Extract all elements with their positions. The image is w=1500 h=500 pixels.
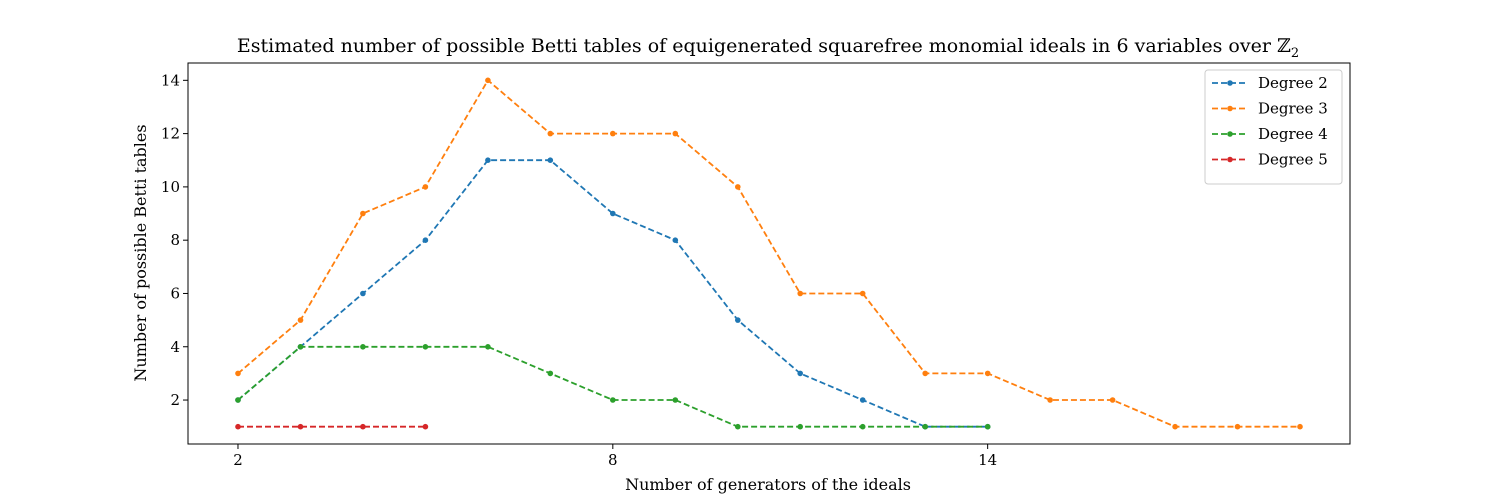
data-point [610,210,616,217]
data-point [735,317,741,323]
y-axis-label: Number of possible Betti tables [131,124,150,381]
data-point [1297,423,1303,430]
data-point [859,290,866,297]
data-point [735,184,741,190]
z2-symbol: ℤ [1277,35,1291,57]
plot-area [188,63,1350,444]
legend-marker [1227,80,1233,86]
data-point [1047,397,1053,403]
data-point [297,317,304,323]
legend: Degree 2 Degree 3 Degree 4 Degree 5 [1204,69,1343,185]
legend-label: Degree 5 [1258,151,1328,169]
data-point [485,77,491,84]
legend-marker [1227,131,1233,137]
data-point [1172,423,1178,430]
data-point [422,237,429,243]
data-point [360,344,366,350]
data-point [1234,423,1241,430]
y-tick-label: 8 [170,231,180,249]
legend-item: Degree 3 [1212,100,1328,118]
data-point [360,290,366,297]
series-4 [235,423,429,430]
data-point [547,370,554,377]
legend-item: Degree 2 [1212,74,1328,92]
legend-label: Degree 2 [1258,74,1328,92]
y-tick-label: 6 [170,284,180,302]
y-tick-label: 12 [161,125,180,143]
data-point [1109,397,1116,403]
legend-box [1204,69,1343,185]
data-point [984,423,991,430]
legend-marker [1227,105,1233,112]
data-point [485,344,491,350]
series-2 [235,77,1303,430]
data-point [922,370,928,377]
data-point [797,423,803,430]
axes-frame [187,62,1351,445]
legend-label: Degree 4 [1258,125,1328,143]
data-point [422,423,429,430]
data-point [297,344,304,350]
data-point [859,423,866,430]
chart-title: Estimated number of possible Betti table… [237,35,1299,61]
series-3 [235,344,991,430]
data-point [984,370,991,377]
data-point [797,290,803,297]
y-tick-label: 14 [161,71,180,89]
legend-label: Degree 3 [1258,100,1328,118]
data-point [547,157,554,163]
y-tick-label: 4 [170,338,180,356]
data-point [485,157,491,163]
data-point [235,370,241,377]
data-point [422,344,429,350]
z2-subscript: 2 [1291,46,1299,61]
x-tick-label: 8 [608,451,618,469]
axes-layer: 2 8 14 2 4 6 8 10 12 14 [161,62,1351,469]
y-tick-label: 10 [161,178,180,196]
data-point [672,237,679,243]
data-point [735,423,741,430]
y-tick-label: 2 [170,391,180,409]
data-point [610,397,616,403]
data-point [922,423,928,430]
x-tick-label: 14 [978,451,997,469]
data-point [360,423,366,430]
series-line [237,78,1300,428]
x-axis-label: Number of generators of the ideals [625,475,911,494]
data-point [672,397,679,403]
data-point [672,130,679,137]
data-point [547,130,554,137]
plot-background [188,63,1350,444]
data-point [235,423,241,430]
data-point [235,397,241,403]
legend-marker [1227,156,1233,163]
data-point [422,184,429,190]
data-point [610,130,616,137]
x-tick-label: 2 [233,451,243,469]
data-point [360,210,366,217]
data-point [297,423,304,430]
legend-item: Degree 4 [1212,125,1328,143]
data-point [859,397,866,403]
legend-item: Degree 5 [1212,151,1328,169]
series-layer [235,77,1303,430]
data-point [797,370,803,377]
